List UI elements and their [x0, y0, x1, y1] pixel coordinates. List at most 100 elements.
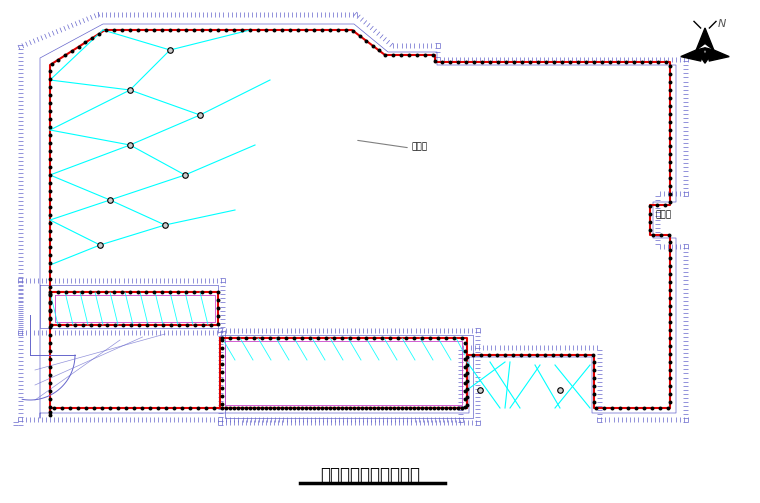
Point: [124, 288, 136, 296]
Point: [160, 404, 172, 412]
Point: [44, 139, 56, 147]
Point: [664, 318, 676, 326]
Point: [44, 298, 56, 306]
Point: [188, 26, 200, 34]
Point: [304, 334, 316, 342]
Point: [216, 400, 228, 408]
Point: [652, 58, 664, 66]
Text: 基坑排水沟平面布置图: 基坑排水沟平面布置图: [320, 466, 420, 484]
Point: [461, 401, 473, 409]
Point: [420, 51, 432, 59]
Point: [664, 158, 676, 166]
Point: [644, 210, 656, 218]
Point: [664, 246, 676, 255]
Point: [654, 404, 666, 412]
Point: [252, 404, 264, 412]
Point: [189, 321, 201, 329]
Point: [44, 171, 56, 179]
Point: [661, 404, 673, 412]
Point: [590, 404, 602, 412]
Point: [45, 321, 57, 329]
Point: [157, 321, 169, 329]
Point: [212, 288, 224, 296]
Point: [280, 334, 292, 342]
Point: [244, 404, 256, 412]
Point: [364, 404, 376, 412]
Point: [400, 404, 412, 412]
Point: [427, 51, 439, 59]
Point: [366, 42, 378, 50]
Point: [356, 404, 368, 412]
Point: [484, 58, 496, 66]
Point: [59, 51, 71, 59]
Point: [44, 75, 56, 83]
Point: [216, 360, 228, 368]
Text: N: N: [718, 19, 727, 29]
Point: [44, 187, 56, 195]
Point: [416, 404, 428, 412]
Point: [606, 404, 618, 412]
Point: [461, 361, 473, 369]
Point: [216, 334, 228, 342]
Point: [459, 379, 471, 387]
Point: [216, 376, 228, 384]
Point: [664, 190, 676, 198]
Point: [384, 334, 396, 342]
Point: [64, 404, 76, 412]
Point: [664, 382, 676, 390]
Point: [404, 404, 416, 412]
Point: [320, 334, 332, 342]
Point: [44, 179, 56, 187]
Point: [156, 288, 168, 296]
Point: [444, 404, 456, 412]
Point: [44, 347, 56, 355]
Point: [651, 201, 663, 209]
Point: [44, 83, 56, 91]
Point: [147, 26, 160, 34]
Point: [629, 58, 641, 66]
Point: [101, 321, 113, 329]
Point: [239, 404, 252, 412]
Point: [347, 27, 359, 35]
Point: [44, 306, 56, 314]
Point: [461, 393, 473, 401]
Point: [112, 404, 124, 412]
Point: [149, 321, 161, 329]
Point: [44, 99, 56, 107]
Point: [176, 404, 188, 412]
Point: [468, 58, 480, 66]
Point: [224, 334, 236, 342]
Point: [445, 58, 457, 66]
Point: [44, 219, 56, 227]
Polygon shape: [696, 50, 714, 63]
Point: [117, 321, 129, 329]
Point: [588, 358, 600, 366]
Point: [461, 354, 473, 362]
Point: [44, 147, 56, 155]
Point: [360, 37, 372, 45]
Point: [212, 296, 224, 304]
Point: [578, 351, 591, 359]
Point: [284, 404, 296, 412]
Point: [664, 294, 676, 302]
Point: [540, 58, 553, 66]
Point: [220, 26, 232, 34]
Point: [664, 334, 676, 343]
Point: [44, 235, 56, 243]
Point: [459, 339, 471, 347]
Point: [61, 321, 73, 329]
Point: [492, 58, 505, 66]
Point: [332, 404, 344, 412]
Point: [299, 26, 312, 34]
Point: [44, 131, 56, 139]
Point: [664, 374, 676, 382]
Point: [223, 404, 236, 412]
Point: [216, 392, 228, 400]
Point: [44, 315, 56, 323]
Point: [376, 334, 388, 342]
Polygon shape: [681, 48, 705, 61]
Point: [588, 382, 600, 390]
Point: [331, 26, 344, 34]
Point: [44, 107, 56, 115]
Point: [255, 404, 268, 412]
